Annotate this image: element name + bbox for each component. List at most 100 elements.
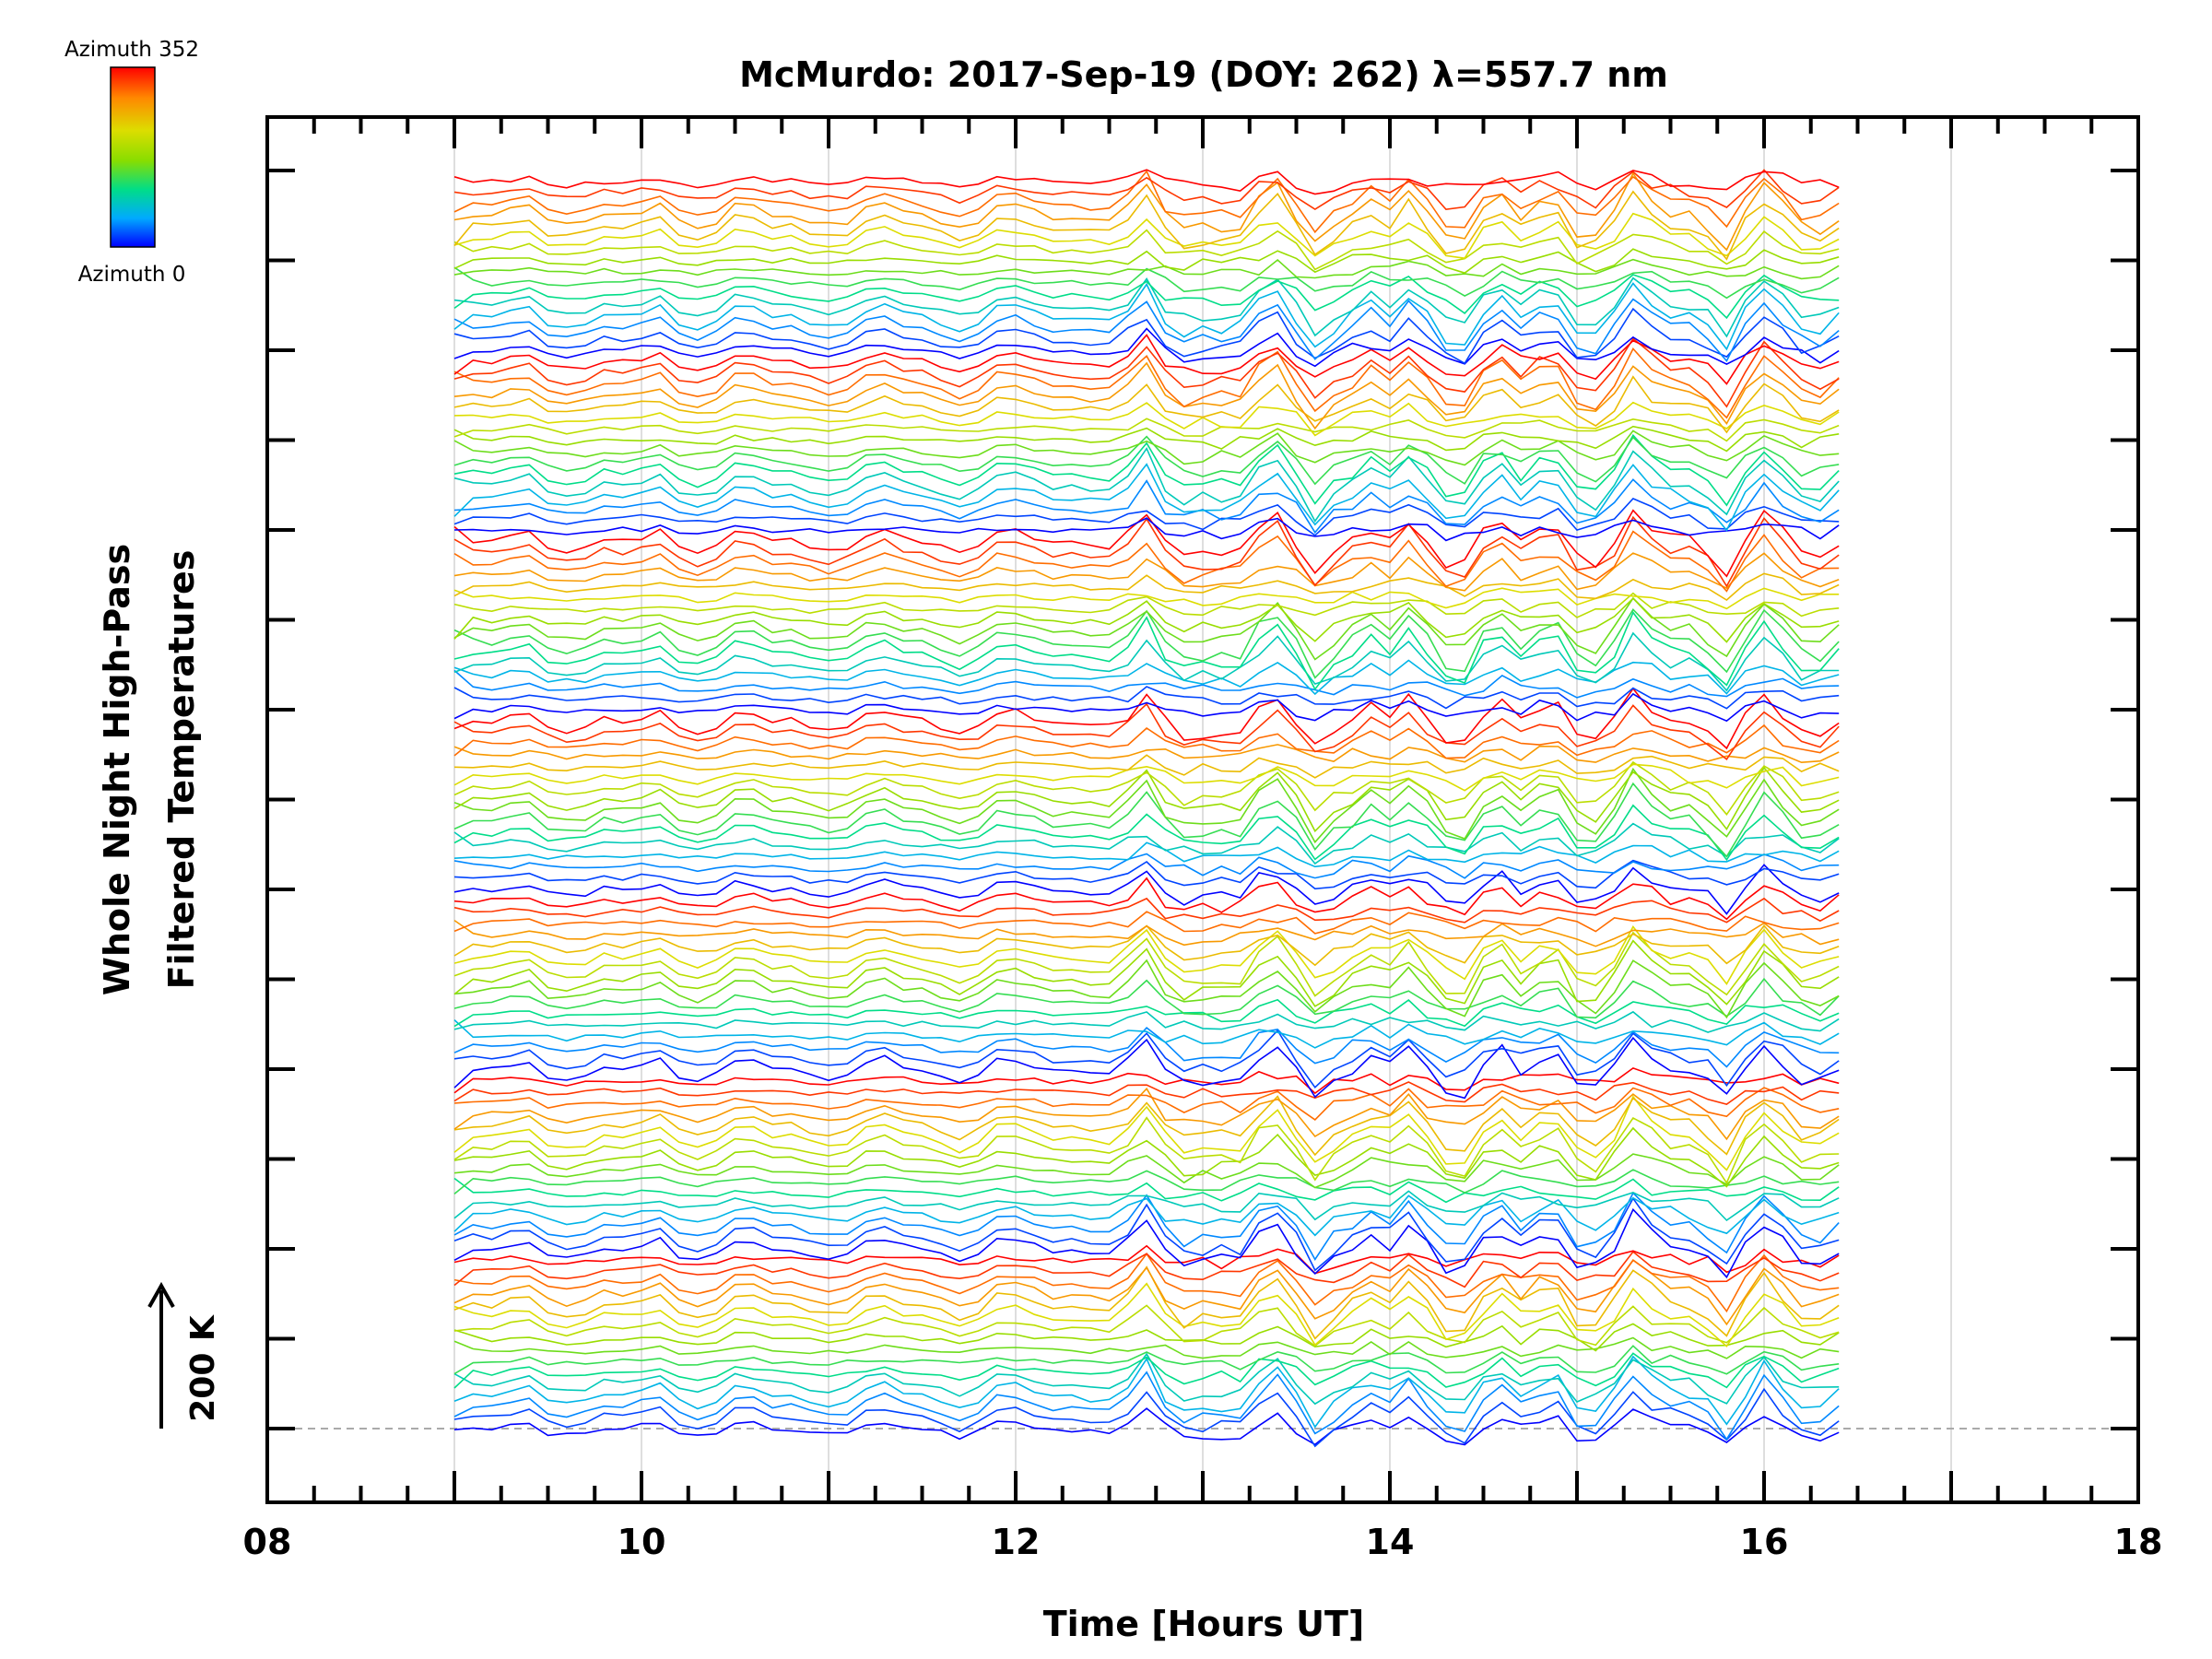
- azimuth-series-line: [453, 1244, 1840, 1275]
- azimuth-series-line: [453, 1036, 1840, 1100]
- x-tick-label: 08: [243, 1522, 292, 1562]
- azimuth-series-line: [453, 334, 1840, 385]
- azimuth-series-line: [453, 282, 1840, 351]
- temperature-scale: 200 K: [147, 1281, 222, 1429]
- azimuth-series-line: [453, 1207, 1840, 1279]
- azimuth-series-line: [453, 1407, 1840, 1446]
- azimuth-series-line: [453, 1323, 1840, 1352]
- legend-top-label: Azimuth 352: [65, 38, 199, 62]
- azimuth-series-line: [453, 552, 1840, 592]
- azimuth-series-line: [453, 822, 1840, 865]
- x-tick-label: 12: [992, 1522, 1041, 1562]
- azimuth-series-line: [453, 607, 1840, 679]
- x-tick-labels: 08 10 12 14 16 18: [243, 1522, 2163, 1562]
- azimuth-series-line: [453, 463, 1840, 532]
- azimuth-series-line: [453, 375, 1840, 434]
- azimuth-series-line: [453, 939, 1840, 1007]
- azimuth-series-line: [453, 212, 1840, 260]
- azimuth-series-line: [453, 1190, 1840, 1222]
- azimuth-series-line: [453, 1336, 1840, 1359]
- x-axis-label: Time [Hours UT]: [1043, 1604, 1365, 1644]
- azimuth-series-line: [453, 1258, 1840, 1326]
- azimuth-series-line: [453, 763, 1840, 792]
- azimuth-series-line: [453, 782, 1840, 858]
- azimuth-series-line: [453, 429, 1840, 466]
- azimuth-series-line: [453, 169, 1840, 211]
- azimuth-series-line: [453, 687, 1840, 750]
- azimuth-series-line: [453, 425, 1840, 453]
- azimuth-series-line: [453, 959, 1840, 1019]
- azimuth-series-line: [453, 597, 1840, 643]
- azimuth-series-line: [453, 337, 1840, 408]
- azimuth-series-line: [453, 853, 1840, 879]
- azimuth-legend: Azimuth 352 Azimuth 0: [65, 38, 199, 287]
- azimuth-series-line: [453, 592, 1840, 618]
- azimuth-series-line: [453, 1265, 1840, 1340]
- azimuth-series-line: [453, 1304, 1840, 1347]
- azimuth-series-line: [453, 361, 1840, 430]
- azimuth-series-line: [453, 925, 1840, 985]
- azimuth-series-line: [453, 190, 1840, 261]
- azimuth-series-line: [453, 298, 1840, 363]
- azimuth-series-line: [453, 744, 1840, 764]
- azimuth-series-line: [453, 669, 1840, 699]
- azimuth-series-line: [453, 998, 1840, 1028]
- azimuth-series-line: [453, 631, 1840, 692]
- azimuth-series-line: [453, 596, 1840, 661]
- azimuth-series-line: [453, 1194, 1840, 1237]
- azimuth-series-line: [453, 433, 1840, 507]
- azimuth-series-line: [453, 931, 1840, 997]
- azimuth-series-line: [453, 1126, 1840, 1188]
- azimuth-series-line: [453, 274, 1840, 320]
- scale-label: 200 K: [184, 1314, 222, 1422]
- azimuth-series-line: [453, 911, 1840, 935]
- azimuth-series-line: [453, 1387, 1840, 1448]
- azimuth-series-line: [453, 692, 1840, 723]
- azimuth-series-line: [453, 229, 1840, 271]
- axis-ticks: [265, 117, 2140, 1502]
- x-tick-label: 10: [618, 1522, 666, 1562]
- azimuth-series-line: [453, 1019, 1840, 1049]
- legend-colorbar: [110, 66, 156, 248]
- scale-arrow-head: [147, 1281, 175, 1308]
- azimuth-series-line: [453, 401, 1840, 437]
- azimuth-series-line: [453, 276, 1840, 338]
- azimuth-series-line: [453, 702, 1840, 760]
- azimuth-series-line: [453, 171, 1840, 252]
- azimuth-series-line: [453, 248, 1840, 275]
- azimuth-series-line: [453, 347, 1840, 419]
- azimuth-series-line: [453, 724, 1840, 759]
- azimuth-series-line: [453, 1116, 1840, 1185]
- x-tick-label: 14: [1366, 1522, 1415, 1562]
- azimuth-series-line: [453, 919, 1840, 947]
- azimuth-series-line: [453, 1352, 1840, 1389]
- azimuth-series-line: [453, 1095, 1840, 1157]
- x-tick-label: 18: [2114, 1522, 2163, 1562]
- azimuth-series-line: [453, 877, 1840, 921]
- azimuth-series-line: [453, 859, 1840, 890]
- azimuth-series-line: [453, 587, 1840, 610]
- chart-title: McMurdo: 2017-Sep-19 (DOY: 262) λ=557.7 …: [739, 54, 1668, 95]
- azimuth-series-line: [453, 572, 1840, 601]
- azimuth-series-line: [453, 266, 1840, 300]
- azimuth-series-line: [453, 1087, 1840, 1141]
- azimuth-series-line: [453, 1081, 1840, 1105]
- legend-bottom-label: Azimuth 0: [78, 263, 186, 287]
- azimuth-series-line: [453, 760, 1840, 817]
- azimuth-series-line: [453, 804, 1840, 862]
- azimuth-series-line: [453, 841, 1840, 868]
- azimuth-series-line: [453, 1153, 1840, 1189]
- y-axis-label-line2: Filtered Temperatures: [161, 550, 202, 990]
- azimuth-series-line: [453, 498, 1840, 536]
- azimuth-series-line: [453, 864, 1840, 915]
- azimuth-series-line: [453, 418, 1840, 442]
- x-tick-label: 16: [1740, 1522, 1789, 1562]
- azimuth-series-line: [453, 515, 1840, 588]
- azimuth-series-line: [453, 1169, 1840, 1195]
- y-axis-label-line1: Whole Night High-Pass: [97, 544, 137, 995]
- azimuth-series-line: [453, 169, 1840, 195]
- azimuth-series-line: [453, 977, 1840, 1019]
- azimuth-series-line: [453, 1010, 1840, 1033]
- azimuth-series-line: [453, 1352, 1840, 1406]
